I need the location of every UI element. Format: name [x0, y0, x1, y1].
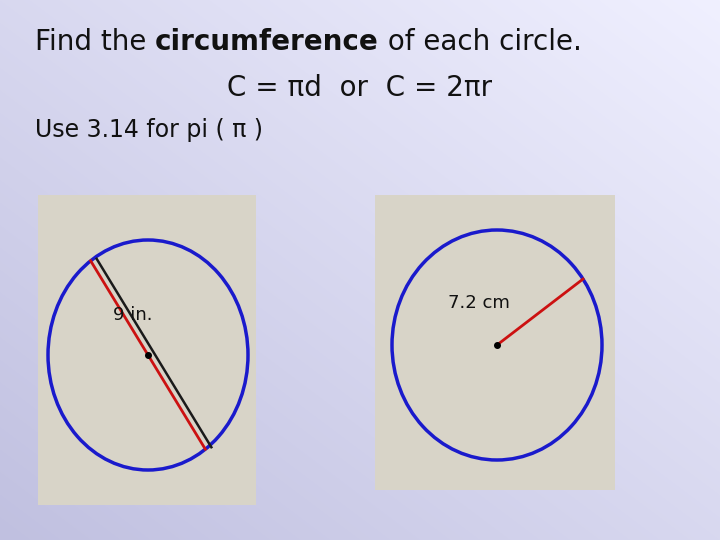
Text: Find the: Find the — [35, 28, 156, 56]
Text: of each circle.: of each circle. — [379, 28, 582, 56]
Text: 7.2 cm: 7.2 cm — [448, 294, 510, 312]
Text: circumference: circumference — [156, 28, 379, 56]
Bar — [38, 195, 256, 505]
Text: Use 3.14 for pi ( π ): Use 3.14 for pi ( π ) — [35, 118, 263, 142]
Bar — [375, 195, 615, 490]
Text: C = πd  or  C = 2πr: C = πd or C = 2πr — [228, 74, 492, 102]
Text: 9 in.: 9 in. — [113, 306, 153, 324]
